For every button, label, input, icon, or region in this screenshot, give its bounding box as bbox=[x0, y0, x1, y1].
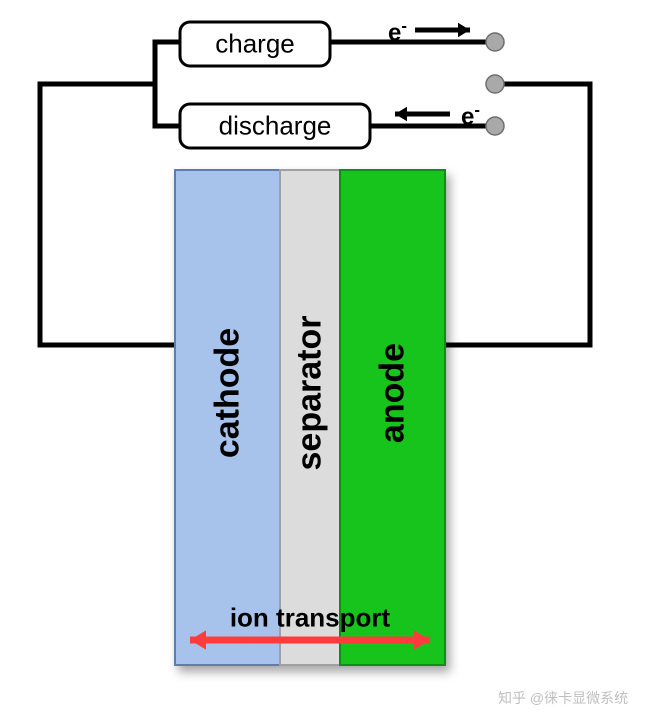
terminals bbox=[486, 33, 504, 135]
electron-discharge-label: e- bbox=[461, 101, 480, 132]
discharge-label: discharge bbox=[219, 111, 332, 142]
separator-label: separator bbox=[291, 315, 330, 470]
ion-transport-label: ion transport bbox=[230, 603, 390, 634]
anode-label: anode bbox=[373, 343, 412, 443]
electron-charge-label: e- bbox=[388, 17, 407, 48]
charge-label: charge bbox=[215, 29, 295, 60]
cathode-label: cathode bbox=[208, 328, 247, 458]
watermark: 知乎 @徕卡显微系统 bbox=[498, 688, 628, 708]
